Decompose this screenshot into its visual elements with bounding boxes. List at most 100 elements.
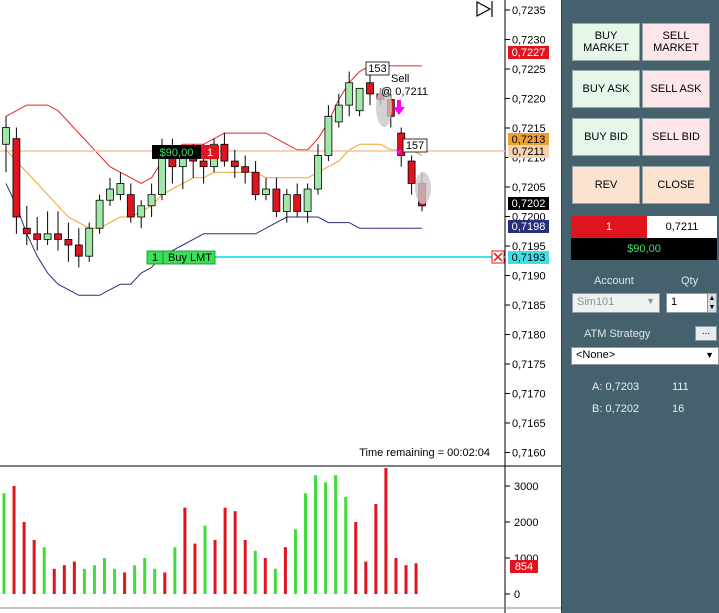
candle-body [2, 127, 10, 145]
chevron-down-icon: ▼ [646, 296, 655, 306]
position-qty: 1 [207, 147, 213, 159]
candle-body [282, 194, 291, 212]
candle-body [199, 160, 208, 168]
candle-body [241, 166, 250, 173]
price-tick-label: 0,7215 [512, 123, 546, 135]
volume-bar [233, 511, 237, 594]
svg-text:0,7202: 0,7202 [512, 198, 546, 210]
entry-price-marker: 0,7211 [508, 145, 549, 158]
price-tick-label: 0,7190 [512, 271, 546, 283]
volume-bar [384, 468, 388, 594]
volume-bar [394, 558, 398, 594]
time-remaining-text: Time remaining = 00:02:04 [359, 447, 490, 459]
chevron-down-icon: ▼ [705, 350, 714, 360]
candle-body [22, 227, 31, 235]
volume-bar [113, 568, 117, 594]
position-pnl: $90,00 [160, 147, 194, 159]
volume-bar [153, 568, 157, 594]
volume-bar [213, 540, 217, 594]
quantity-stepper[interactable]: 1 [666, 293, 708, 313]
svg-text:0,7198: 0,7198 [512, 221, 546, 233]
atm-strategy-label: ATM Strategy [584, 328, 651, 340]
volume-bar [304, 493, 307, 594]
candle-body [137, 205, 146, 218]
count-label-a: 153 [365, 61, 390, 76]
volume-bar [82, 568, 86, 594]
reverse-button[interactable]: REV [572, 166, 640, 204]
candle-body [272, 188, 281, 212]
volume-bar [42, 547, 46, 594]
volume-bar [52, 568, 56, 594]
lower-band-line [5, 183, 422, 296]
atm-settings-button[interactable]: ... [695, 326, 717, 341]
svg-text:0,7227: 0,7227 [512, 47, 546, 59]
sell-bid-button[interactable]: SELL BID [642, 118, 710, 156]
position-marker[interactable]: $90,00 1 [152, 145, 219, 159]
position-pnl-display: $90,00 [571, 238, 717, 260]
price-tick-label: 0,7185 [512, 300, 546, 312]
account-label: Account [594, 275, 634, 287]
buy-limit-qty: 1 [152, 252, 158, 264]
candle-body [33, 233, 42, 240]
quantity-spin-icon[interactable]: ▲ ▼ [707, 293, 717, 313]
volume-bar [324, 482, 328, 594]
volume-bar [133, 565, 137, 594]
account-select[interactable]: Sim101 ▼ [572, 293, 660, 313]
candle-body [126, 194, 135, 218]
candle-body [43, 233, 52, 240]
volume-bar [32, 540, 36, 594]
volume-bar [12, 486, 16, 594]
count-label-b: 157 [402, 138, 428, 153]
candle-body [293, 194, 302, 212]
candle-body [54, 233, 62, 240]
sell-arrow-icon [393, 100, 405, 115]
play-icon[interactable] [476, 0, 493, 18]
volume-bar [103, 558, 106, 594]
position-avg-price: 0,7211 [647, 216, 717, 238]
volume-bar [183, 507, 187, 594]
volume-bar [92, 565, 96, 594]
price-tick-label: 0,7225 [512, 64, 546, 76]
price-tick-label: 0,7160 [512, 448, 546, 460]
candle-body [64, 238, 73, 246]
candle-body [334, 104, 343, 123]
volume-tick-label: 3000 [514, 481, 538, 493]
candle-body [355, 87, 364, 112]
candle-body [74, 244, 83, 257]
price-chart[interactable]: 0,72350,72300,72250,72200,72150,72100,72… [0, 0, 561, 613]
buy-limit-label: Buy LMT [168, 252, 212, 264]
candle-body [262, 188, 270, 196]
close-position-button[interactable]: CLOSE [642, 166, 710, 204]
svg-text:0,7213: 0,7213 [512, 134, 546, 146]
volume-bar [344, 496, 348, 594]
candle-body [116, 183, 125, 196]
volume-bar [273, 568, 277, 594]
svg-text:0,7211: 0,7211 [512, 146, 545, 158]
chart-trader-panel: BUY MARKET SELL MARKET BUY ASK SELL ASK … [561, 0, 719, 613]
candle-body [106, 188, 114, 201]
cancel-order-icon[interactable] [491, 250, 505, 264]
sell-market-button[interactable]: SELL MARKET [642, 23, 710, 61]
volume-bar [62, 565, 66, 594]
position-qty-display: 1 [571, 216, 647, 238]
buy-ask-button[interactable]: BUY ASK [572, 70, 640, 108]
volume-bar [283, 547, 287, 594]
price-tick-label: 0,7195 [512, 241, 546, 253]
sell-ask-button[interactable]: SELL ASK [642, 70, 710, 108]
candle-body [85, 227, 94, 257]
candle-body [345, 82, 354, 106]
volume-tick-label: 2000 [514, 517, 538, 529]
buy-limit-order-tag[interactable]: 1 Buy LMT [146, 250, 216, 265]
candle-body [366, 82, 374, 95]
volume-bar [123, 572, 127, 594]
position-summary: 1 0,7211 [571, 216, 717, 238]
volume-bar [334, 475, 338, 594]
volume-last-marker: 854 [510, 560, 538, 573]
buy-market-button[interactable]: BUY MARKET [572, 23, 640, 61]
volume-bar [253, 550, 257, 594]
limit-price-marker: 0,7193 [508, 251, 549, 264]
volume-tick-label: 0 [514, 589, 520, 601]
buy-bid-button[interactable]: BUY BID [572, 118, 640, 156]
atm-strategy-select[interactable]: <None> ▼ [571, 347, 719, 365]
volume-bar [203, 525, 207, 594]
